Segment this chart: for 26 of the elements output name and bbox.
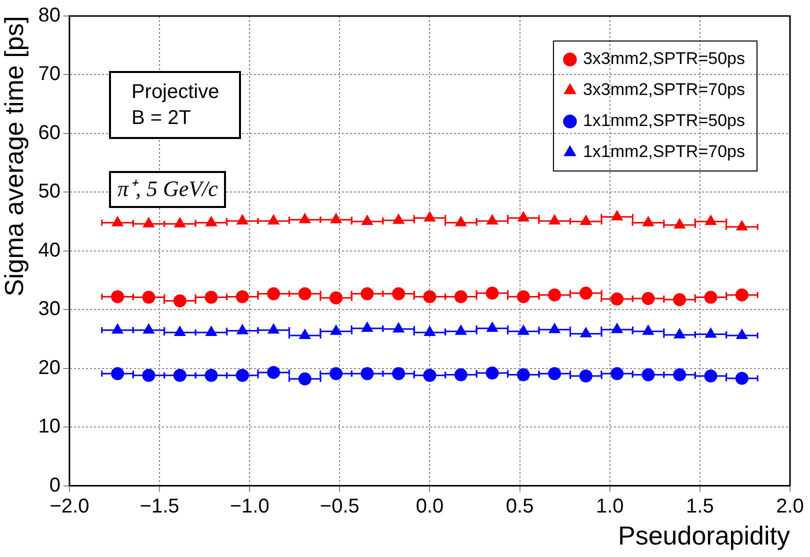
y-tick-label: 10 (38, 416, 60, 438)
x-axis-title: Pseudorapidity (618, 520, 790, 551)
y-tick-label: 80 (38, 4, 60, 27)
legend-label: 1x1mm2,SPTR=50ps (582, 111, 746, 130)
legend-label: 3x3mm2,SPTR=70ps (582, 80, 746, 100)
y-tick-label: 40 (38, 239, 60, 262)
x-tick-label: −1.5 (140, 495, 180, 518)
legend-label: 3x3mm2,SPTR=50ps (582, 49, 746, 68)
y-tick-label: 70 (38, 63, 60, 86)
x-tick-label: 0.0 (416, 495, 444, 518)
annotation: π⁺, 5 GeV/c (109, 171, 226, 208)
y-tick-label: 0 (49, 474, 60, 496)
y-tick-label: 60 (38, 122, 60, 144)
y-axis-title: Sigma average time [ps] (0, 16, 29, 296)
x-tick-label: −0.5 (320, 495, 360, 518)
x-tick-label: −2.0 (50, 495, 90, 518)
x-tick-label: 0.5 (506, 495, 534, 518)
x-tick-label: −1.0 (230, 495, 270, 518)
x-tick-label: 1.0 (596, 495, 624, 518)
x-tick-label: 1.5 (686, 495, 714, 518)
y-tick-label: 20 (38, 356, 60, 379)
legend-label: 1x1mm2,SPTR=70ps (582, 142, 746, 162)
x-tick-label: 2.0 (776, 495, 804, 518)
y-tick-label: 50 (38, 180, 60, 203)
y-tick-label: 30 (38, 298, 60, 320)
annotation: Projective B = 2T (109, 71, 242, 139)
